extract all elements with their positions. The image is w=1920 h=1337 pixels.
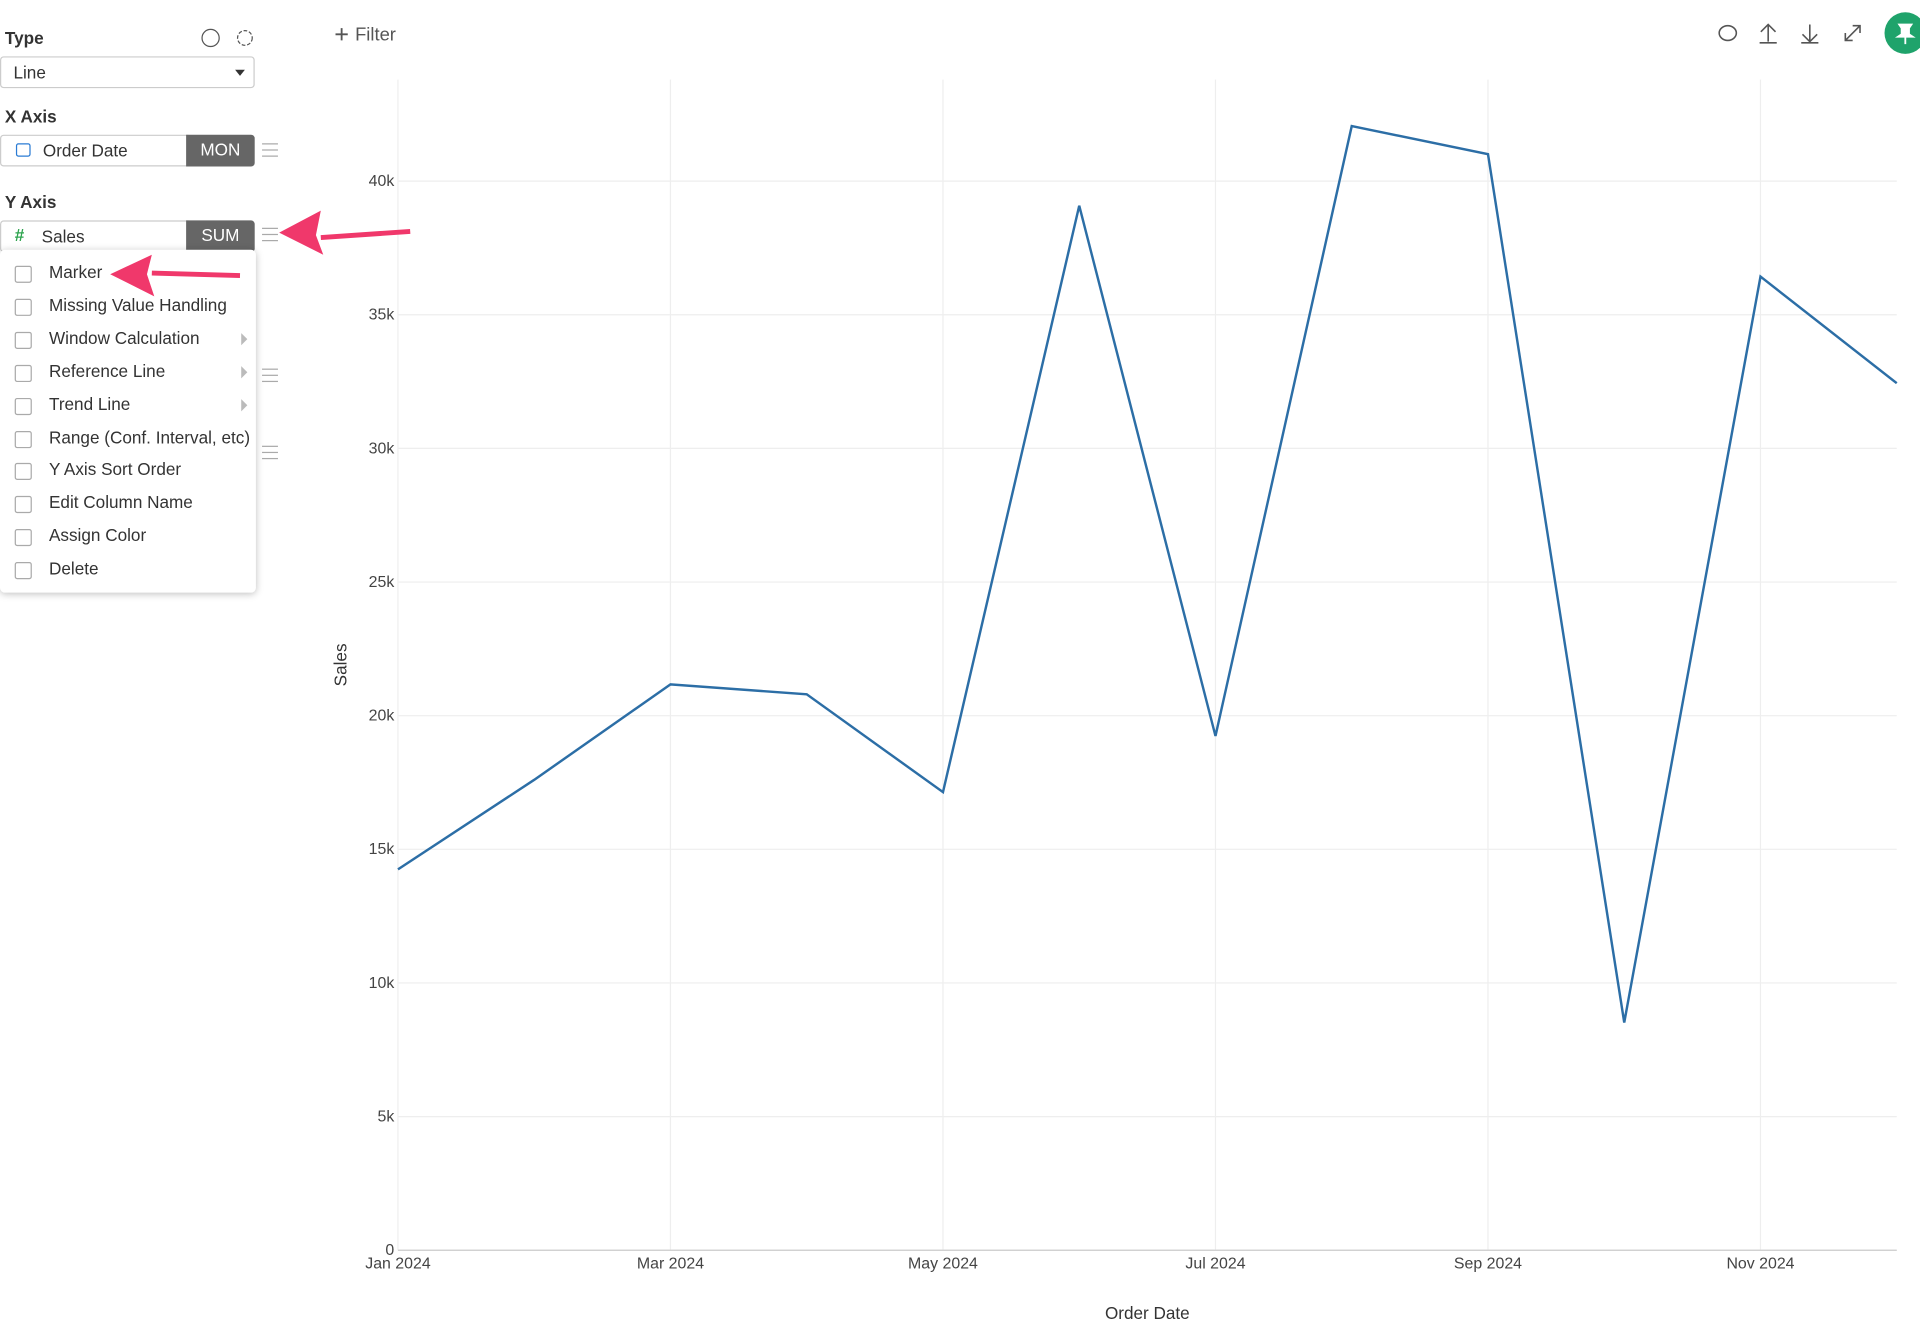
arrow-head: [110, 254, 155, 297]
menu-item[interactable]: Reference Line: [48, 360, 166, 381]
menu-icon: [14, 430, 32, 448]
x-axis-label: X Axis: [4, 106, 57, 127]
comment-icon[interactable]: [1718, 24, 1738, 42]
menu-icon: [14, 364, 32, 382]
type-label: Type: [4, 28, 44, 48]
submenu-arrow: [241, 332, 248, 346]
row-menu-icon[interactable]: [262, 368, 278, 383]
y-tick-label: 15k: [369, 841, 395, 858]
data-line: [397, 124, 1898, 1023]
menu-icon: [14, 331, 32, 349]
x-tick-label: Jan 2024: [365, 1256, 431, 1273]
type-value: Line: [13, 62, 46, 83]
y-menu-icon[interactable]: [262, 227, 278, 242]
menu-icon: [14, 298, 32, 316]
y-tick-label: 5k: [377, 1108, 394, 1125]
menu-icon: [14, 265, 32, 283]
type-icons: [201, 28, 253, 48]
pin-icon: [1894, 23, 1916, 45]
caret: [235, 69, 245, 76]
menu-item[interactable]: Edit Column Name: [48, 492, 193, 513]
filter-plus[interactable]: [335, 28, 348, 41]
expand-icon[interactable]: [1844, 24, 1861, 42]
arrow-head: [279, 210, 324, 255]
x-tick-label: Mar 2024: [637, 1256, 704, 1273]
number-icon: #: [14, 225, 25, 245]
x-field-name: Order Date: [42, 140, 128, 161]
y-tick-label: 40k: [369, 173, 395, 190]
x-field[interactable]: Order Date: [0, 134, 189, 167]
y-tick-label: 10k: [369, 975, 395, 992]
menu-icon: [14, 562, 32, 580]
menu-item[interactable]: Range (Conf. Interval, etc): [48, 426, 251, 447]
menu-item[interactable]: Assign Color: [48, 525, 147, 546]
upload-icon[interactable]: [1759, 23, 1777, 44]
help-icon[interactable]: [201, 28, 220, 48]
menu-icon: [14, 496, 32, 514]
download-icon[interactable]: [1801, 24, 1819, 44]
y-tick-label: 20k: [369, 708, 395, 725]
x-axis-title: Order Date: [1105, 1303, 1190, 1323]
menu-item[interactable]: Y Axis Sort Order: [48, 459, 182, 480]
y-tick-label: 30k: [369, 440, 395, 457]
menu-icon: [14, 397, 32, 415]
toolbar-icons: [1718, 23, 1861, 44]
filter-button[interactable]: Filter: [355, 23, 396, 44]
submenu-arrow: [241, 365, 248, 378]
y-agg[interactable]: SUM: [186, 220, 255, 253]
y-tick-label: 0: [385, 1242, 394, 1259]
y-field-name: Sales: [41, 226, 85, 247]
row-menu-icon[interactable]: [262, 445, 278, 460]
x-tick-label: May 2024: [908, 1256, 978, 1273]
x-agg[interactable]: MON: [186, 134, 255, 167]
x-tick-label: Sep 2024: [1454, 1256, 1522, 1273]
menu-icon: [14, 529, 32, 547]
settings-icon[interactable]: [236, 30, 253, 46]
y-axis-title: Sales: [331, 643, 351, 686]
x-menu-icon[interactable]: [262, 143, 278, 157]
arrow: [151, 270, 241, 278]
y-tick-label: 35k: [369, 307, 395, 324]
y-tick-label: 25k: [369, 574, 395, 591]
x-tick-label: Jul 2024: [1185, 1256, 1245, 1273]
arrow: [320, 228, 411, 240]
menu-item[interactable]: Trend Line: [48, 393, 131, 414]
menu-item[interactable]: Missing Value Handling: [48, 294, 227, 315]
x-tick-label: Nov 2024: [1726, 1256, 1794, 1273]
calendar-icon: [15, 143, 31, 157]
type-select[interactable]: Line: [0, 56, 255, 89]
annotation-arrows: [110, 210, 411, 297]
y-axis-label: Y Axis: [4, 192, 57, 212]
menu-item[interactable]: Delete: [48, 558, 99, 579]
menu-item[interactable]: Window Calculation: [48, 327, 200, 348]
context-menu: Marker Missing Value Handling Window Calcu…: [0, 249, 256, 593]
menu-item[interactable]: Marker: [48, 262, 103, 282]
menu-icon: [14, 463, 32, 481]
submenu-arrow: [241, 398, 248, 411]
